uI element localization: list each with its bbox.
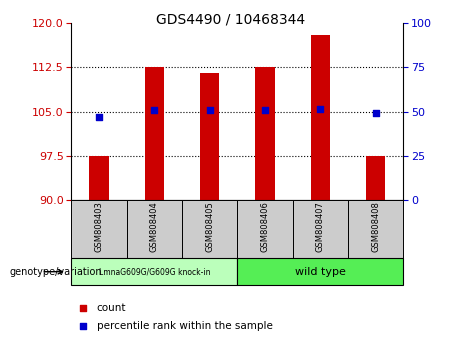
Bar (89, 156, 109, 200)
Bar (255, 67, 275, 200)
Bar (237, 258, 403, 285)
Bar (182, 200, 237, 258)
Point (372, 110, 379, 115)
Text: GSM808404: GSM808404 (150, 201, 159, 252)
Bar (348, 200, 403, 258)
Text: GSM808405: GSM808405 (205, 201, 214, 252)
Point (261, 107, 269, 113)
Text: GSM808406: GSM808406 (260, 201, 270, 252)
Point (79, 305, 87, 311)
Point (151, 108, 158, 113)
Text: count: count (97, 303, 126, 313)
Text: GSM808407: GSM808407 (316, 201, 325, 252)
Point (206, 108, 213, 113)
Text: GSM808408: GSM808408 (371, 201, 380, 252)
Bar (293, 200, 348, 258)
Bar (311, 35, 330, 200)
Bar (71, 258, 237, 285)
Bar (71, 200, 127, 258)
Text: wild type: wild type (295, 267, 346, 277)
Text: GDS4490 / 10468344: GDS4490 / 10468344 (156, 12, 305, 27)
Text: LmnaG609G/G609G knock-in: LmnaG609G/G609G knock-in (99, 267, 210, 276)
Point (95, 115, 103, 120)
Bar (200, 73, 219, 200)
Bar (366, 156, 385, 200)
Point (79, 323, 87, 329)
Text: percentile rank within the sample: percentile rank within the sample (97, 321, 273, 331)
Bar (237, 200, 293, 258)
Text: genotype/variation: genotype/variation (9, 267, 102, 277)
Bar (145, 67, 164, 200)
Bar (127, 200, 182, 258)
Text: GSM808403: GSM808403 (95, 201, 104, 252)
Point (317, 106, 324, 112)
